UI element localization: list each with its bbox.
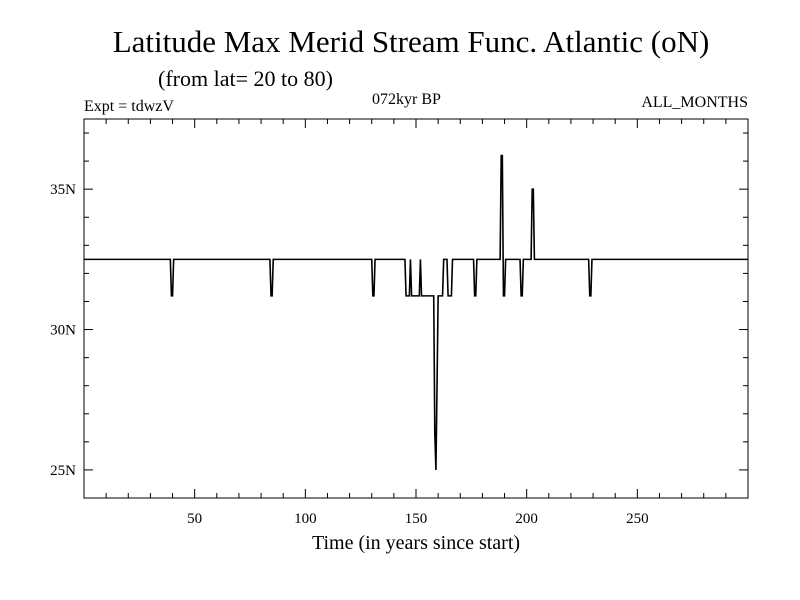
x-tick-label: 150: [405, 511, 428, 527]
y-minor-ticks: [84, 132, 748, 443]
months-label: ALL_MONTHS: [641, 94, 748, 111]
period-label: 072kyr BP: [372, 91, 441, 108]
x-axis-label: Time (in years since start): [311, 532, 521, 554]
y-tick-label: 35N: [50, 182, 76, 198]
x-tick-label: 100: [294, 511, 317, 527]
plot-frame: [83, 118, 749, 499]
x-tick-label: 50: [187, 511, 202, 527]
x-tick-label: 250: [626, 511, 649, 527]
x-axis: 50 100 150 200 250: [187, 119, 649, 527]
y-axis: 25N 30N 35N: [50, 182, 748, 479]
y-tick-label: 30N: [50, 323, 76, 339]
series-line: [84, 154, 748, 470]
x-minor-ticks: [105, 119, 727, 498]
chart-title: Latitude Max Merid Stream Func. Atlantic…: [112, 24, 710, 59]
chart-subtitle: (from lat= 20 to 80): [158, 66, 333, 91]
experiment-label: Expt = tdwzV: [84, 98, 174, 115]
x-tick-label: 200: [515, 511, 538, 527]
y-tick-label: 25N: [50, 463, 76, 479]
